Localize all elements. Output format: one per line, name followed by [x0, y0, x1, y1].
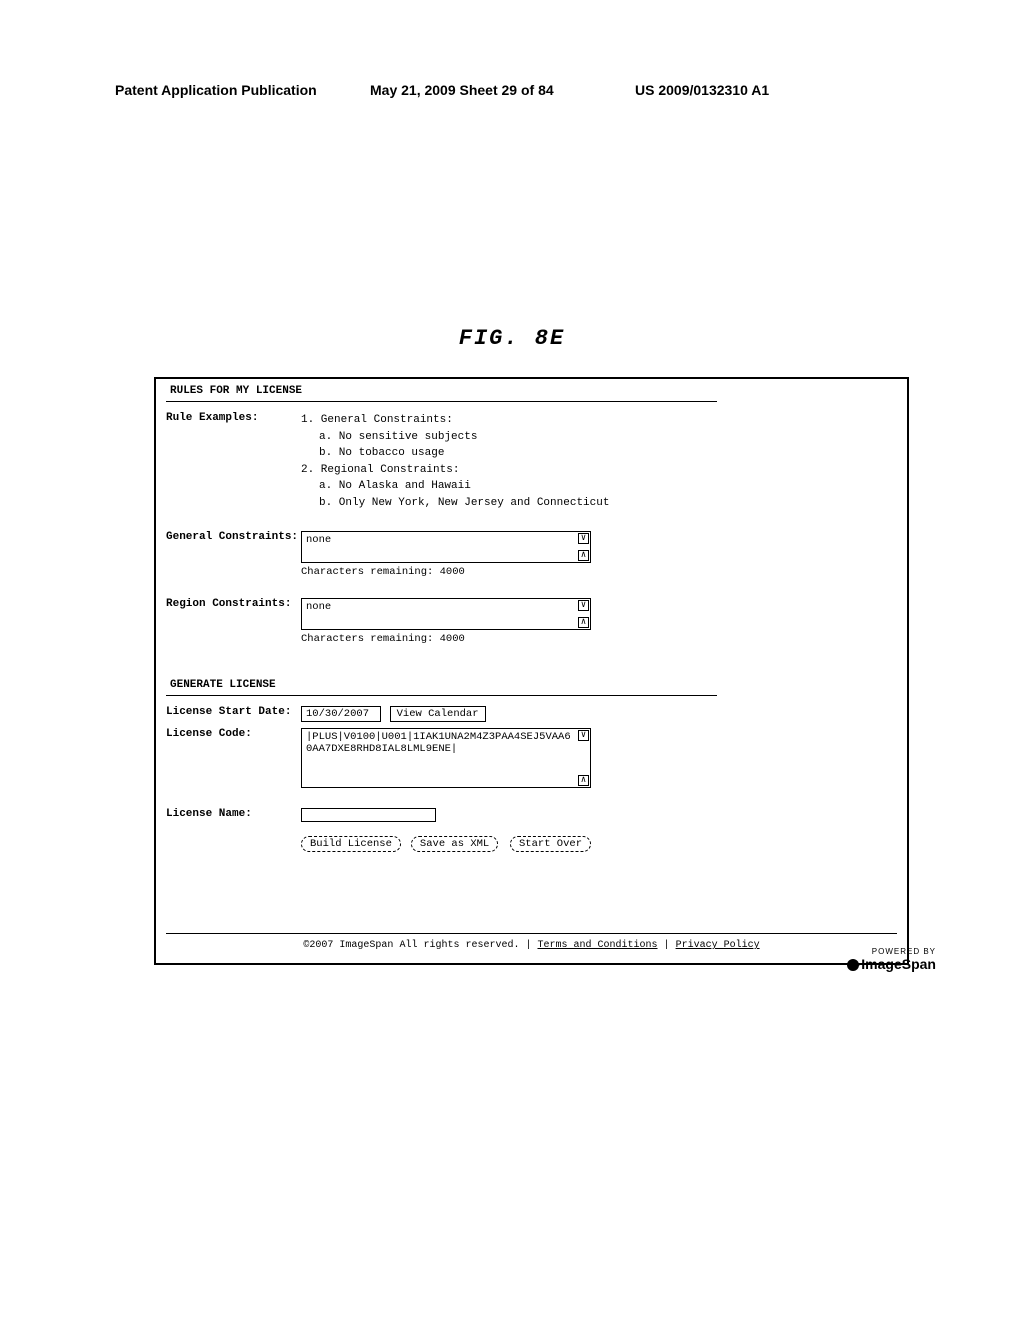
- powered-by-badge: POWERED BY ImageSpan: [847, 947, 936, 972]
- build-license-button[interactable]: Build License: [301, 836, 401, 852]
- license-code-textarea[interactable]: |PLUS|V0100|U001|1IAK1UNA2M4Z3PAA4SEJ5VA…: [301, 728, 591, 788]
- rule-examples: 1. General Constraints: a. No sensitive …: [301, 412, 897, 511]
- region-constraints-label: Region Constraints:: [166, 598, 301, 645]
- scroll-up-icon[interactable]: ∧: [578, 617, 589, 628]
- license-code-label: License Code:: [166, 728, 301, 788]
- general-constraints-value: none: [302, 532, 590, 562]
- footer: ©2007 ImageSpan All rights reserved. | T…: [166, 933, 897, 951]
- header-right: US 2009/0132310 A1: [635, 82, 769, 98]
- scroll-down-icon[interactable]: ∨: [578, 730, 589, 741]
- example-line: b. No tobacco usage: [301, 445, 897, 462]
- license-start-date-label: License Start Date:: [166, 706, 301, 722]
- license-name-input[interactable]: [301, 808, 436, 822]
- figure-title: FIG. 8E: [0, 326, 1024, 351]
- scroll-up-icon[interactable]: ∧: [578, 550, 589, 561]
- terms-link[interactable]: Terms and Conditions: [537, 940, 657, 951]
- header-left: Patent Application Publication: [115, 82, 317, 98]
- powered-by-label: POWERED BY: [847, 947, 936, 956]
- scroll-down-icon[interactable]: ∨: [578, 533, 589, 544]
- example-line: 2. Regional Constraints:: [301, 462, 897, 479]
- general-constraints-label: General Constraints:: [166, 531, 301, 578]
- example-line: b. Only New York, New Jersey and Connect…: [301, 495, 897, 512]
- section-rules-title: RULES FOR MY LICENSE: [166, 379, 717, 402]
- start-over-button[interactable]: Start Over: [510, 836, 591, 852]
- privacy-link[interactable]: Privacy Policy: [676, 940, 760, 951]
- rule-examples-label: Rule Examples:: [166, 412, 301, 511]
- region-constraints-textarea[interactable]: none ∨ ∧: [301, 598, 591, 630]
- license-code-value: |PLUS|V0100|U001|1IAK1UNA2M4Z3PAA4SEJ5VA…: [302, 729, 590, 787]
- region-chars-remaining: Characters remaining: 4000: [301, 633, 897, 645]
- save-as-xml-button[interactable]: Save as XML: [411, 836, 498, 852]
- example-line: a. No Alaska and Hawaii: [301, 478, 897, 495]
- license-start-date-input[interactable]: 10/30/2007: [301, 706, 381, 722]
- form-panel: RULES FOR MY LICENSE Rule Examples: 1. G…: [154, 377, 909, 965]
- general-chars-remaining: Characters remaining: 4000: [301, 566, 897, 578]
- imagespan-logo-icon: [847, 959, 859, 971]
- scroll-down-icon[interactable]: ∨: [578, 600, 589, 611]
- section-generate-title: GENERATE LICENSE: [166, 673, 717, 696]
- general-constraints-textarea[interactable]: none ∨ ∧: [301, 531, 591, 563]
- scroll-up-icon[interactable]: ∧: [578, 775, 589, 786]
- copyright-text: ©2007 ImageSpan All rights reserved. |: [303, 940, 531, 951]
- example-line: 1. General Constraints:: [301, 412, 897, 429]
- footer-separator: |: [664, 940, 670, 951]
- header-center: May 21, 2009 Sheet 29 of 84: [370, 82, 554, 98]
- powered-by-brand: ImageSpan: [861, 956, 936, 972]
- view-calendar-button[interactable]: View Calendar: [390, 706, 486, 722]
- region-constraints-value: none: [302, 599, 590, 629]
- license-name-label: License Name:: [166, 808, 301, 852]
- example-line: a. No sensitive subjects: [301, 429, 897, 446]
